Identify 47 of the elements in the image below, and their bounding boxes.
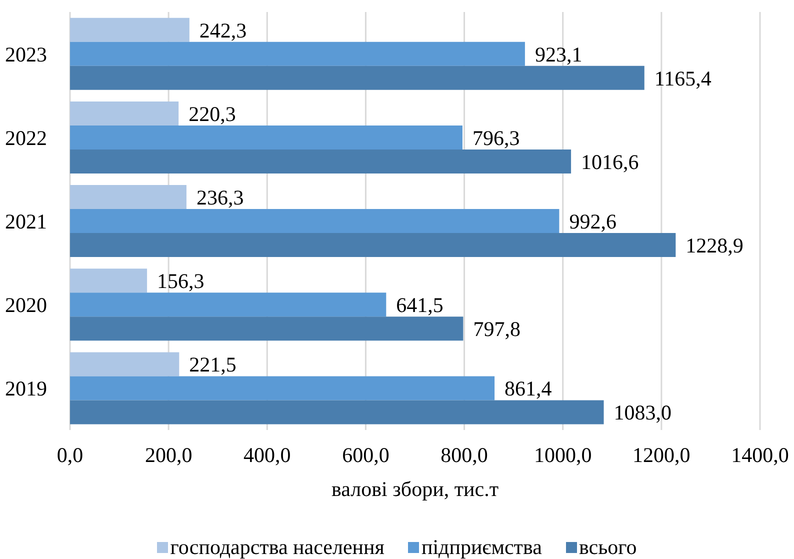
bar <box>70 125 462 150</box>
x-tick-label: 0,0 <box>56 442 84 467</box>
data-label: 156,3 <box>157 269 204 294</box>
x-tick-label: 200,0 <box>144 442 192 467</box>
bar <box>70 149 572 174</box>
bar <box>70 292 386 317</box>
bar <box>70 400 604 424</box>
data-label: 1165,4 <box>654 66 712 90</box>
data-label: 242,3 <box>199 18 247 42</box>
x-tick-label: 600,0 <box>342 442 390 467</box>
bar <box>70 352 180 376</box>
y-tick-label: 2022 <box>5 126 47 150</box>
y-tick-label: 2020 <box>5 293 47 318</box>
data-label: 220,3 <box>188 102 236 126</box>
data-label: 1016,6 <box>581 150 639 174</box>
bar <box>70 101 179 126</box>
data-label: 797,8 <box>473 317 520 342</box>
y-tick-label: 2023 <box>5 42 47 66</box>
x-tick-label: 1200,0 <box>632 442 690 467</box>
x-axis-title: валові збори, тис.т <box>331 477 499 501</box>
y-tick-label: 2019 <box>5 376 47 401</box>
x-tick-label: 400,0 <box>244 442 291 467</box>
bar <box>70 316 464 341</box>
x-tick-label: 1400,0 <box>731 442 789 467</box>
y-tick-label: 2021 <box>5 209 47 234</box>
x-tick-label: 1000,0 <box>534 442 592 467</box>
bar <box>70 268 148 293</box>
data-label: 1083,0 <box>614 400 672 425</box>
bar <box>70 209 560 234</box>
data-label: 923,1 <box>534 42 582 66</box>
data-label: 861,4 <box>504 376 552 401</box>
bar <box>70 376 495 400</box>
bar <box>70 18 190 42</box>
legend-label: господарства населення <box>170 535 384 559</box>
legend-label: підприємства <box>421 535 542 559</box>
bar <box>70 233 676 258</box>
legend-label: всього <box>578 535 637 559</box>
data-label: 236,3 <box>196 186 244 210</box>
data-label: 992,6 <box>569 210 616 234</box>
data-label: 1228,9 <box>686 234 744 258</box>
data-label: 221,5 <box>189 352 236 377</box>
bar <box>70 42 525 66</box>
bar <box>70 185 186 210</box>
data-label: 641,5 <box>396 293 444 318</box>
x-tick-label: 800,0 <box>440 442 488 467</box>
bar <box>70 66 644 90</box>
data-label: 796,3 <box>472 126 520 150</box>
